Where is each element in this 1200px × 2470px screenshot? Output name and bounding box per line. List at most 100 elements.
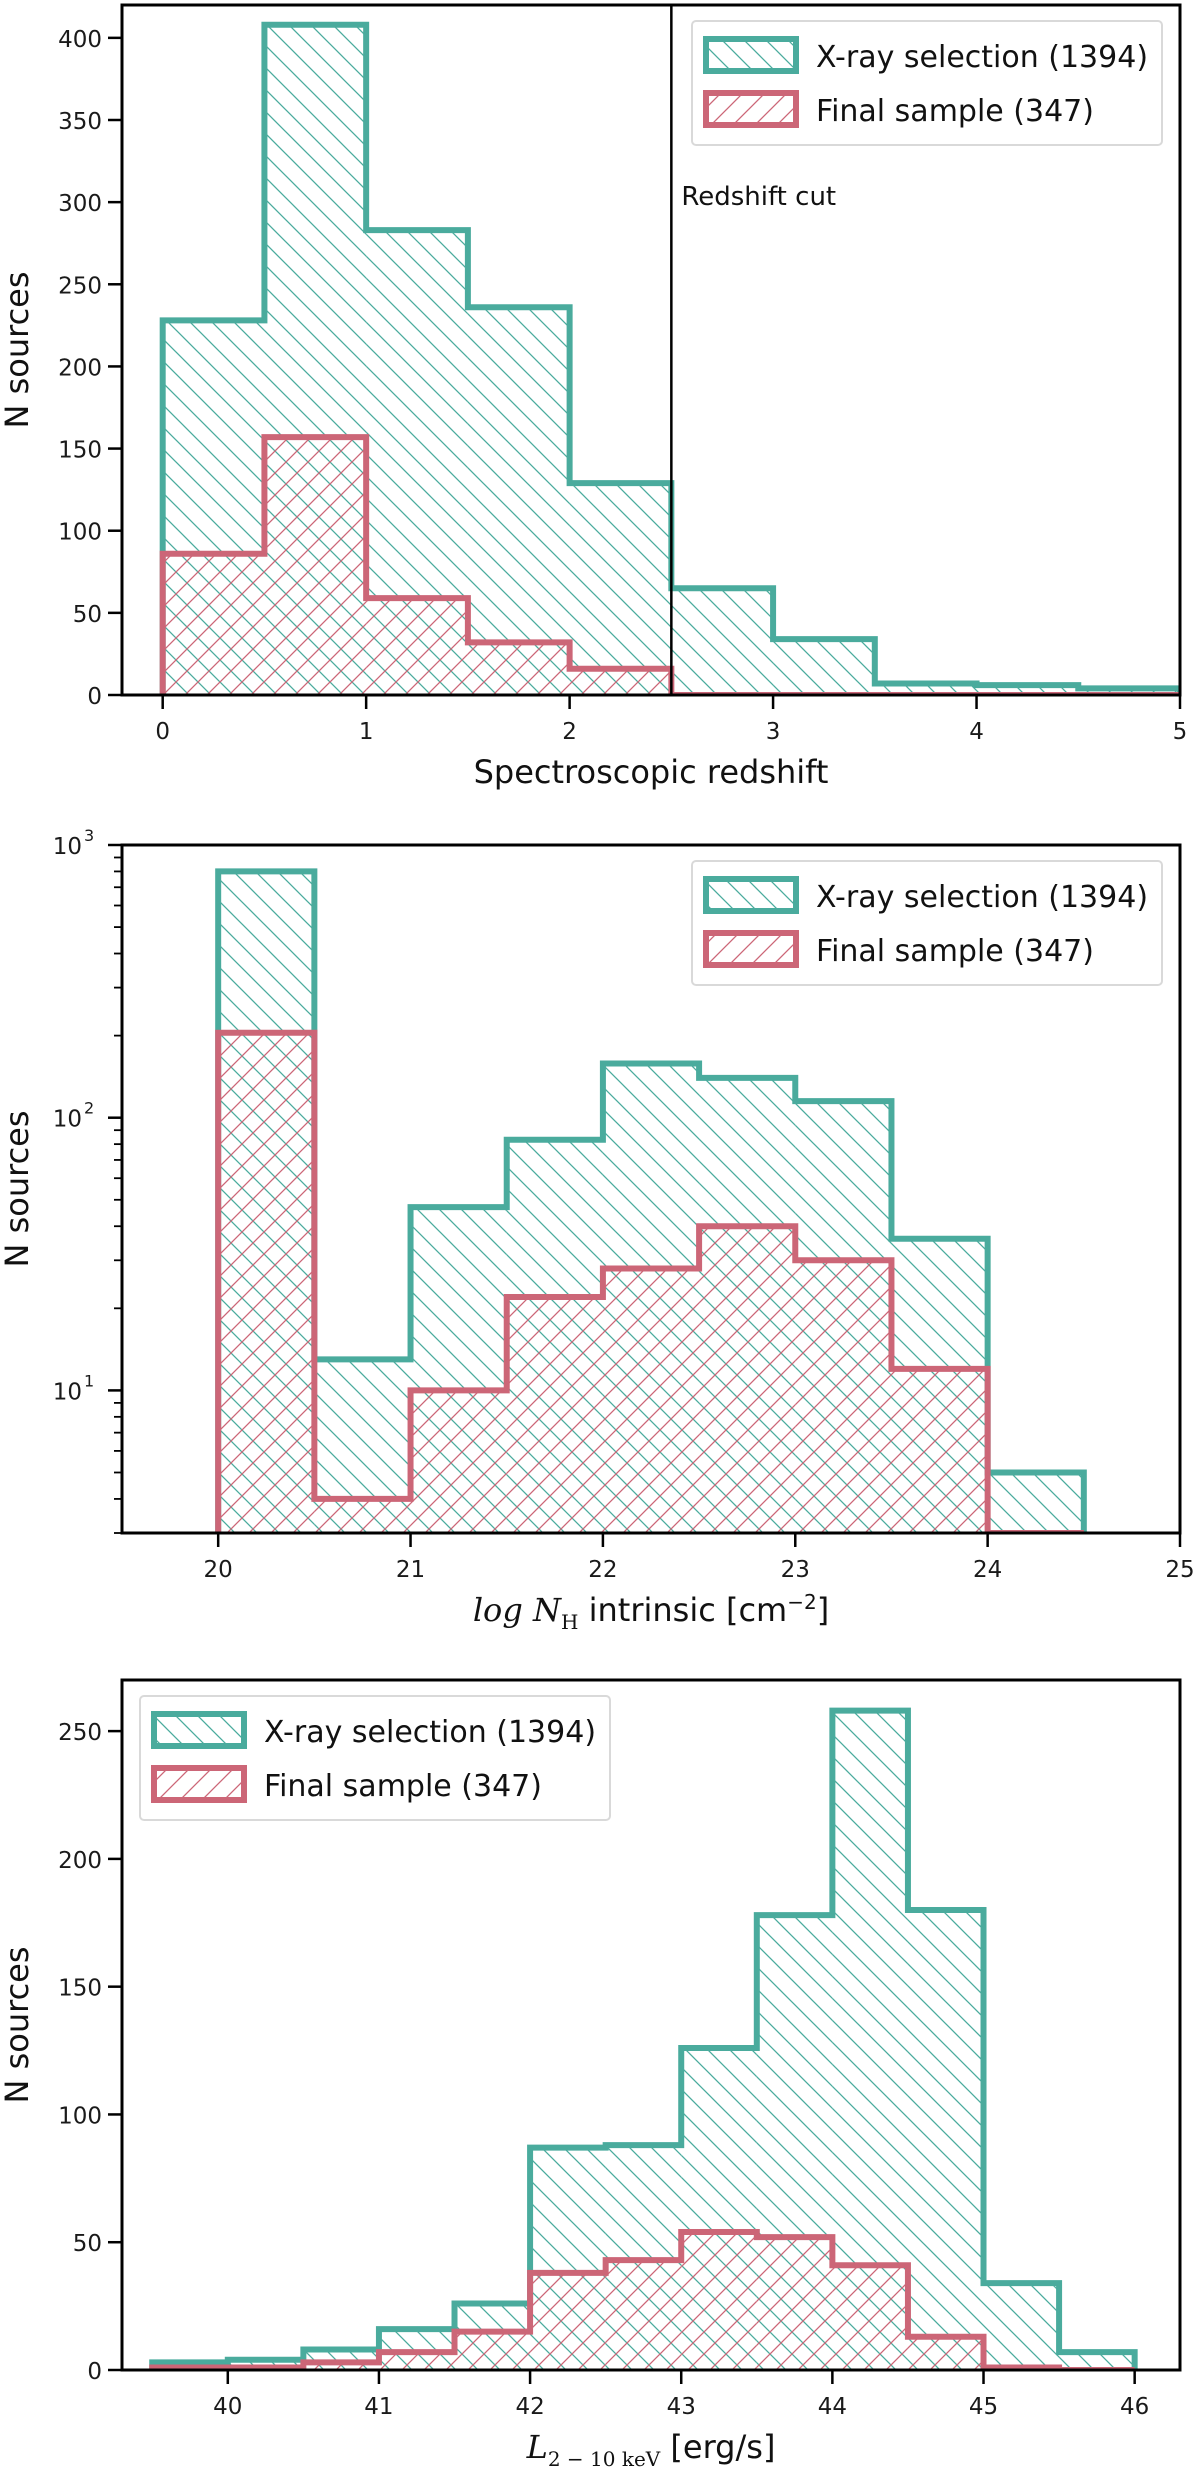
final-sample-bar [218, 1032, 315, 1533]
final-sample-bar [314, 1498, 411, 1533]
y-tick-label: 10 [53, 1379, 82, 1405]
y-tick-label: 0 [87, 2359, 102, 2385]
final-sample-bar [366, 598, 468, 695]
y-tick-label: 50 [73, 2231, 102, 2257]
plot-area [149, 1707, 1138, 2370]
xray-selection-bar [569, 483, 672, 695]
y-tick-label: 150 [58, 1976, 102, 2002]
axes-frame [120, 1678, 1182, 2372]
x-tick-label: 46 [1120, 2394, 1149, 2420]
final-sample-outline [149, 2229, 1135, 2370]
final-sample-bar [467, 642, 570, 695]
xray-selection-bar [671, 588, 774, 695]
x-axis-label: log NH intrinsic [cm−2] [473, 1590, 829, 1634]
luminosity-histogram-panel: 40 41 42 43 44 45 46 0 50 100 150 200 250 N sources L2… [0, 1678, 1182, 2470]
legend: X-ray selection (1394) Final sample (347) [691, 20, 1163, 146]
redshift-cut-label: Redshift cut [681, 182, 836, 212]
final-sample-bar [410, 1390, 507, 1533]
xray-selection-bar [1078, 688, 1180, 695]
y-tick-label: 350 [58, 109, 102, 135]
xray-selection-legend-swatch [151, 1711, 247, 1749]
legend: X-ray selection (1394) Final sample (347) [139, 1695, 611, 1821]
xray-selection-legend-label: X-ray selection (1394) [816, 40, 1148, 75]
xray-selection-legend-label: X-ray selection (1394) [264, 1715, 596, 1750]
final-sample-bar [162, 553, 265, 695]
y-tick-exponent: 1 [84, 1371, 94, 1390]
y-tick-label: 200 [58, 1848, 102, 1874]
legend-box [139, 1695, 611, 1821]
legend: X-ray selection (1394) Final sample (347) [691, 860, 1163, 986]
x-tick-label: 40 [213, 2394, 242, 2420]
x-label-superscript: −2 [787, 1590, 816, 1614]
final-sample-legend-label: Final sample (347) [816, 934, 1094, 969]
xray-selection-legend-label: X-ray selection (1394) [816, 880, 1148, 915]
y-tick-label: 250 [58, 1720, 102, 1746]
plot-area [159, 21, 1180, 695]
y-axis-label: N sources [0, 1946, 36, 2103]
final-sample-legend-swatch [703, 90, 799, 128]
y-axis-label: N sources [0, 271, 36, 428]
final-sample-bar [699, 1226, 796, 1533]
y-tick-label: 150 [58, 438, 102, 464]
final-sample-bar [530, 2272, 606, 2370]
xray-selection-bar [987, 1472, 1084, 1533]
xray-selection-bar [832, 1710, 908, 2370]
legend-box [691, 860, 1163, 986]
x-tick-label: 1 [359, 719, 374, 745]
x-tick-label: 2 [562, 719, 577, 745]
x-tick-label: 41 [364, 2394, 393, 2420]
final-sample-outline [159, 434, 1180, 695]
xray-selection-bar [976, 685, 1079, 695]
final-sample-bar [795, 1260, 892, 1533]
xray-selection-legend-swatch [703, 876, 799, 914]
final-sample-bar [605, 2260, 682, 2370]
final-sample-bar [602, 1268, 700, 1533]
x-tick-label: 25 [1165, 1557, 1194, 1583]
x-tick-label: 42 [515, 2394, 544, 2420]
final-sample-bar [454, 2331, 531, 2370]
xray-selection-bar [467, 307, 570, 695]
final-sample-bar [506, 1297, 603, 1533]
final-sample-bar [681, 2232, 757, 2370]
final-sample-legend-swatch [703, 930, 799, 968]
x-tick-label: 44 [818, 2394, 847, 2420]
final-sample-bar [756, 2237, 833, 2370]
final-sample-bar [378, 2352, 455, 2370]
final-sample-bar [264, 437, 367, 695]
y-tick-label: 0 [87, 684, 102, 710]
x-label-main: log N [473, 1591, 562, 1629]
final-sample-legend-label: Final sample (347) [264, 1769, 542, 1804]
x-label-rest: intrinsic [cm [578, 1591, 787, 1629]
x-tick-label: 24 [973, 1557, 1002, 1583]
x-label-subscript: 2 − 10 keV [548, 2447, 661, 2470]
x-label-end: ] [817, 1591, 829, 1629]
y-axis-label: N sources [0, 1110, 36, 1267]
x-tick-label: 5 [1173, 719, 1188, 745]
y-tick-label: 200 [58, 355, 102, 381]
axes-frame [120, 843, 1182, 1535]
x-label-main: L [526, 2428, 548, 2466]
y-tick-label: 50 [73, 602, 102, 628]
y-tick-exponent: 2 [84, 1099, 94, 1118]
final-sample-series [149, 2229, 1135, 2370]
x-tick-label: 22 [588, 1557, 617, 1583]
x-label-subscript: H [561, 1610, 578, 1634]
x-axis-label: L2 − 10 keV [erg/s] [526, 2428, 776, 2470]
y-tick-label: 100 [58, 2103, 102, 2129]
x-tick-label: 20 [204, 1557, 233, 1583]
xray-selection-legend-swatch [703, 36, 799, 74]
x-tick-label: 43 [667, 2394, 696, 2420]
final-sample-series [159, 434, 1180, 695]
final-sample-bar [891, 1368, 988, 1533]
x-axis-label: Spectroscopic redshift [474, 753, 829, 791]
final-sample-bar [303, 2362, 379, 2370]
y-tick-label: 10 [53, 834, 82, 860]
xray-selection-outline [215, 868, 1087, 1533]
x-tick-label: 23 [781, 1557, 810, 1583]
x-label-rest: [erg/s] [660, 2428, 775, 2466]
x-tick-label: 21 [396, 1557, 425, 1583]
y-tick-label: 400 [58, 27, 102, 53]
